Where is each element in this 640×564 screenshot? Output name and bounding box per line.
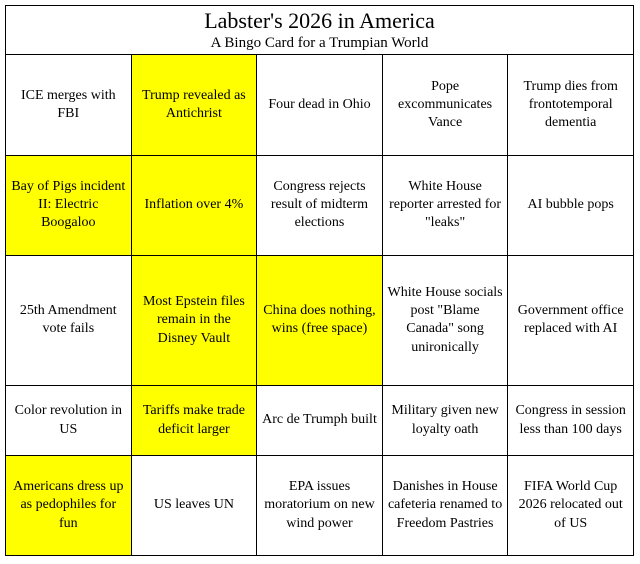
card-subtitle: A Bingo Card for a Trumpian World <box>210 35 429 52</box>
bingo-cell-text: Danishes in House cafeteria renamed to F… <box>387 479 503 531</box>
bingo-cell-text: EPA issues moratorium on new wind power <box>264 479 375 531</box>
bingo-row: ICE merges with FBI Trump revealed as An… <box>5 54 634 156</box>
bingo-row: Color revolution in US Tariffs make trad… <box>5 385 634 456</box>
bingo-cell[interactable]: Congress rejects result of midterm elect… <box>256 154 383 256</box>
bingo-cell[interactable]: Most Epstein files remain in the Disney … <box>130 254 258 387</box>
bingo-cell-text: Inflation over 4% <box>144 196 244 212</box>
bingo-cell-text: White House socials post "Blame Canada" … <box>387 285 503 355</box>
bingo-cell-text: Color revolution in US <box>14 403 122 437</box>
bingo-cell-text: Congress in session less than 100 days <box>515 403 626 437</box>
bingo-row: Americans dress up as pedophiles for fun… <box>5 454 634 557</box>
bingo-cell-free-space[interactable]: China does nothing, wins (free space) <box>256 254 383 387</box>
bingo-cell-text: Arc de Trumph built <box>262 412 377 428</box>
bingo-cell[interactable]: Four dead in Ohio <box>256 54 383 156</box>
bingo-cell[interactable]: White House socials post "Blame Canada" … <box>381 254 509 387</box>
bingo-cell-text: AI bubble pops <box>527 196 614 212</box>
bingo-cell-text: Government office replaced with AI <box>517 303 624 337</box>
bingo-cell[interactable]: Arc de Trumph built <box>256 385 383 456</box>
bingo-cell[interactable]: Danishes in House cafeteria renamed to F… <box>381 454 509 557</box>
bingo-cell[interactable]: EPA issues moratorium on new wind power <box>256 454 383 557</box>
bingo-cell[interactable]: Trump revealed as Antichrist <box>130 54 258 156</box>
bingo-cell[interactable]: Trump dies from frontotemporal dementia <box>507 54 634 156</box>
bingo-cell-text: Bay of Pigs incident II: Electric Boogal… <box>11 178 126 231</box>
bingo-cell[interactable]: 25th Amendment vote fails <box>5 254 132 387</box>
card-header: Labster's 2026 in America A Bingo Card f… <box>5 4 634 56</box>
bingo-cell-text: Pope excommunicates Vance <box>398 78 493 131</box>
bingo-cell[interactable]: Inflation over 4% <box>130 154 258 256</box>
card-title: Labster's 2026 in America <box>204 8 435 33</box>
bingo-cell-text: 25th Amendment vote fails <box>19 303 117 337</box>
bingo-cell-text: FIFA World Cup 2026 relocated out of US <box>518 479 623 531</box>
bingo-cell-text: ICE merges with FBI <box>20 87 116 121</box>
bingo-cell[interactable]: Color revolution in US <box>5 385 132 456</box>
bingo-cell-text: Congress rejects result of midterm elect… <box>270 178 369 231</box>
bingo-cell[interactable]: Government office replaced with AI <box>507 254 634 387</box>
bingo-cell[interactable]: Tariffs make trade deficit larger <box>130 385 258 456</box>
bingo-cell-text: Tariffs make trade deficit larger <box>142 403 245 437</box>
bingo-cell-text: Americans dress up as pedophiles for fun <box>13 479 124 531</box>
bingo-cell[interactable]: Americans dress up as pedophiles for fun <box>5 454 132 557</box>
bingo-cell[interactable]: Bay of Pigs incident II: Electric Boogal… <box>5 154 132 256</box>
bingo-cell[interactable]: White House reporter arrested for "leaks… <box>381 154 509 256</box>
bingo-cell-text: Trump dies from frontotemporal dementia <box>523 78 618 131</box>
card-header-row: Labster's 2026 in America A Bingo Card f… <box>5 4 634 56</box>
bingo-cell-text: White House reporter arrested for "leaks… <box>389 178 502 231</box>
bingo-cell[interactable]: ICE merges with FBI <box>5 54 132 156</box>
bingo-cell[interactable]: AI bubble pops <box>507 154 634 256</box>
bingo-cell-text: Trump revealed as Antichrist <box>142 87 246 121</box>
bingo-cell[interactable]: FIFA World Cup 2026 relocated out of US <box>507 454 634 557</box>
bingo-cell-text: Most Epstein files remain in the Disney … <box>142 294 245 346</box>
bingo-cell[interactable]: Military given new loyalty oath <box>381 385 509 456</box>
bingo-card: Labster's 2026 in America A Bingo Card f… <box>5 4 634 557</box>
bingo-cell-text: Military given new loyalty oath <box>391 403 499 437</box>
bingo-cell-text: Four dead in Ohio <box>268 96 371 112</box>
bingo-cell[interactable]: US leaves UN <box>130 454 258 557</box>
bingo-cell[interactable]: Congress in session less than 100 days <box>507 385 634 456</box>
bingo-cell-text: US leaves UN <box>153 497 234 513</box>
bingo-row: 25th Amendment vote fails Most Epstein f… <box>5 254 634 387</box>
bingo-row: Bay of Pigs incident II: Electric Boogal… <box>5 154 634 256</box>
bingo-cell[interactable]: Pope excommunicates Vance <box>381 54 509 156</box>
bingo-cell-text: China does nothing, wins (free space) <box>263 303 376 337</box>
